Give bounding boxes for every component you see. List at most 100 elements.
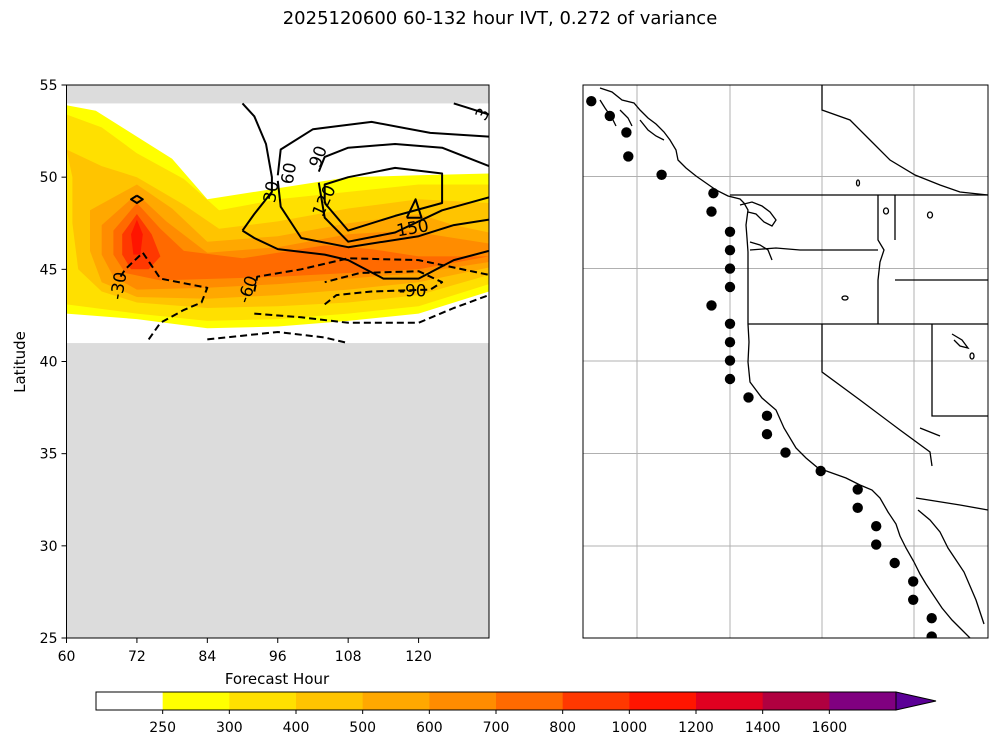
map-panel bbox=[582, 84, 989, 639]
contour-line--60 bbox=[254, 294, 489, 324]
colorbar-segment bbox=[829, 692, 897, 710]
colorbar-segment bbox=[162, 692, 230, 710]
y-tick-label: 35 bbox=[40, 447, 58, 463]
colorbar-tick-label: 800 bbox=[549, 720, 576, 736]
map-point bbox=[871, 539, 882, 550]
contour-line--90 bbox=[324, 270, 444, 306]
map-point bbox=[780, 447, 791, 458]
coastline bbox=[749, 241, 773, 261]
x-tick-label: 60 bbox=[58, 649, 76, 665]
map-point bbox=[724, 373, 736, 385]
x-axis-ticks: 60 72 84 96 108 120 bbox=[58, 638, 432, 665]
border bbox=[894, 195, 988, 281]
map-point bbox=[623, 151, 634, 162]
border bbox=[915, 497, 988, 511]
coastline bbox=[599, 87, 971, 638]
y-tick-label: 45 bbox=[40, 262, 58, 278]
map-point bbox=[852, 484, 863, 495]
contour-label: 60 bbox=[278, 161, 301, 186]
contour-lines bbox=[118, 102, 489, 345]
colorbar-segment bbox=[696, 692, 764, 710]
map-point bbox=[708, 188, 719, 199]
filled-contours bbox=[66, 105, 489, 329]
lake bbox=[926, 211, 934, 219]
y-axis-label: Latitude bbox=[11, 331, 29, 393]
map-point bbox=[656, 169, 667, 180]
y-axis-ticks: 25 30 35 40 45 50 55 bbox=[40, 78, 67, 647]
colorbar-tick-label: 1600 bbox=[812, 720, 848, 736]
colorbar-tick-label: 250 bbox=[149, 720, 176, 736]
map-points bbox=[586, 96, 937, 638]
colorbar-tick-label: 400 bbox=[283, 720, 310, 736]
map-frame bbox=[582, 84, 989, 639]
y-tick-label: 30 bbox=[40, 539, 58, 555]
border bbox=[821, 85, 988, 196]
map-point bbox=[852, 502, 863, 513]
coastline bbox=[951, 333, 970, 350]
y-tick-label: 40 bbox=[40, 355, 58, 371]
map-point bbox=[586, 96, 597, 107]
figure-title: 2025120600 60-132 hour IVT, 0.272 of var… bbox=[282, 8, 718, 29]
colorbar-segment bbox=[296, 692, 364, 710]
contour-line-150 bbox=[405, 198, 423, 219]
map-point bbox=[604, 110, 615, 122]
contour-line--60 bbox=[253, 257, 489, 292]
colorbar-segment bbox=[562, 692, 630, 710]
colorbar-tick-label: 700 bbox=[483, 720, 510, 736]
contour-line-60 bbox=[276, 180, 489, 249]
map-point bbox=[743, 392, 754, 403]
map-point bbox=[724, 245, 736, 256]
x-tick-label: 96 bbox=[269, 649, 287, 665]
map-point bbox=[871, 521, 882, 532]
map-point bbox=[621, 127, 632, 138]
colorbar-segment bbox=[96, 692, 164, 710]
filled-contour-700 bbox=[113, 203, 489, 281]
colorbar-tick-label: 1200 bbox=[678, 720, 714, 736]
contour-line-30 bbox=[130, 194, 144, 204]
colorbar-segment bbox=[362, 692, 430, 710]
colorbar-extend bbox=[895, 691, 937, 711]
border bbox=[931, 324, 988, 417]
border bbox=[749, 247, 878, 251]
contour-line--30 bbox=[118, 251, 209, 340]
colorbar-segment bbox=[496, 692, 564, 710]
map-point bbox=[724, 226, 736, 237]
x-tick-label: 84 bbox=[198, 649, 216, 665]
contour-line-60 bbox=[276, 120, 489, 176]
colorbar-tick-label: 1400 bbox=[745, 720, 781, 736]
contour-line-30 bbox=[453, 102, 489, 116]
x-axis-label: Forecast Hour bbox=[225, 670, 330, 688]
map-point bbox=[724, 263, 736, 274]
coastline bbox=[739, 201, 777, 227]
map-point bbox=[706, 300, 717, 311]
map-point bbox=[706, 206, 717, 217]
map-point bbox=[761, 410, 773, 421]
lake bbox=[969, 352, 975, 360]
colorbar-segment bbox=[629, 692, 697, 710]
lake bbox=[855, 179, 861, 187]
lake bbox=[882, 207, 890, 215]
map-point bbox=[724, 281, 736, 293]
lake bbox=[841, 295, 849, 301]
contour-line-120 bbox=[323, 166, 444, 232]
map-point bbox=[908, 576, 919, 587]
map-point bbox=[926, 613, 937, 624]
contour-label: -30 bbox=[107, 271, 132, 302]
contour-line--30 bbox=[207, 331, 349, 345]
colorbar-tick-label: 300 bbox=[216, 720, 243, 736]
y-tick-label: 50 bbox=[40, 170, 58, 186]
contour-line-30 bbox=[241, 229, 489, 280]
y-tick-label: 25 bbox=[40, 631, 58, 647]
contour-label: 30 bbox=[260, 180, 283, 205]
border bbox=[821, 324, 933, 467]
y-tick-label: 55 bbox=[40, 78, 58, 94]
colorbar-segment bbox=[229, 692, 297, 710]
contour-line-90 bbox=[317, 143, 489, 172]
colorbar: 250 300 400 500 600 700 800 1000 1200 1400 1600 bbox=[95, 691, 937, 736]
map-point bbox=[724, 337, 736, 348]
colorbar-segment bbox=[429, 692, 497, 710]
contour-line-90 bbox=[317, 182, 489, 243]
x-tick-label: 108 bbox=[335, 649, 362, 665]
map-point bbox=[724, 355, 736, 366]
